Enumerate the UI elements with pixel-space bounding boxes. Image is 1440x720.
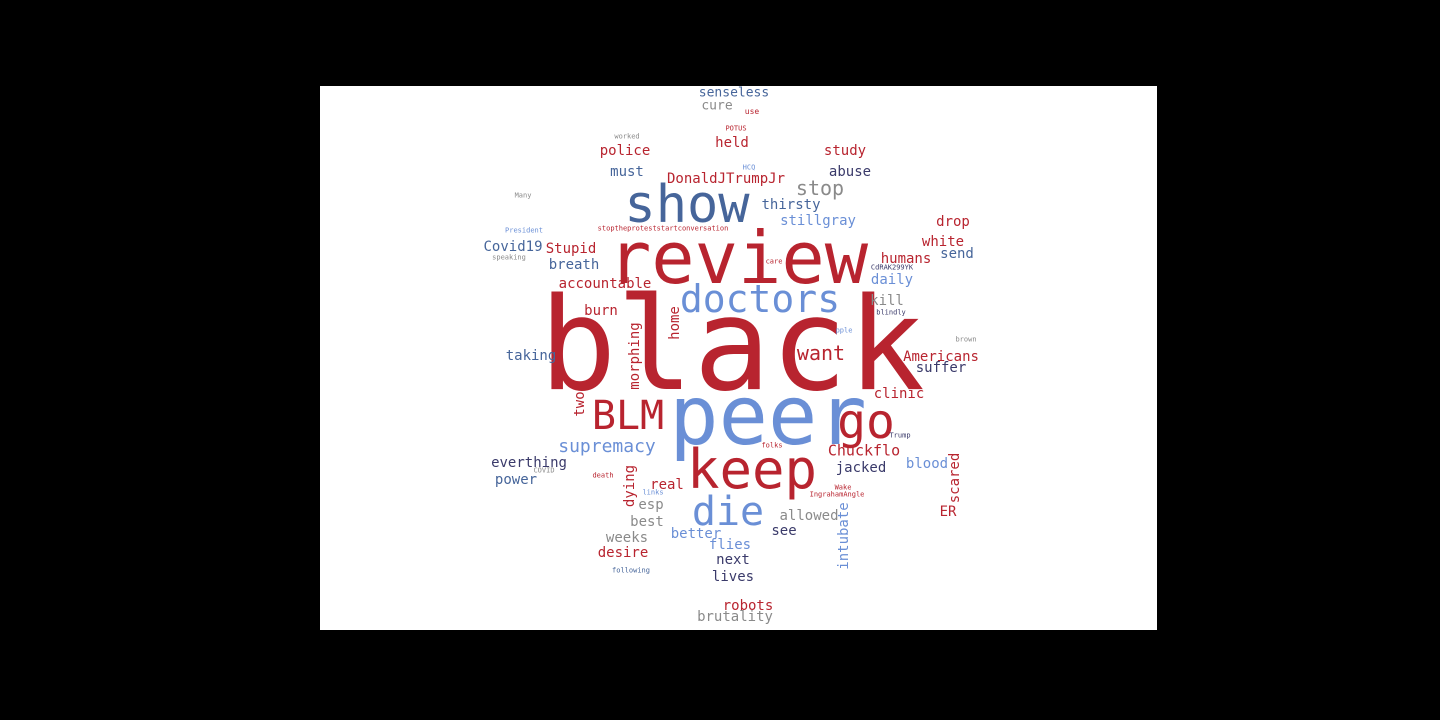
word-folks: folks — [761, 441, 783, 450]
word-DonaldJTrumpJr: DonaldJTrumpJr — [666, 171, 786, 187]
word-cloud: black peer review show keep doctors BLM … — [320, 86, 1157, 630]
word-white: white — [921, 234, 965, 250]
word-real: real — [650, 477, 684, 493]
word-use: use — [744, 107, 760, 116]
word-pple: pple — [835, 326, 853, 335]
word-Trump: Trump — [889, 431, 911, 440]
word-police: police — [599, 143, 651, 159]
word-next: next — [716, 552, 750, 568]
word-black: black — [539, 271, 925, 420]
word-breath: breath — [548, 257, 600, 273]
word-COVID: COVID — [533, 466, 555, 475]
word-intubate: intubate — [836, 502, 852, 570]
word-accountable: accountable — [558, 276, 652, 292]
word-lives: lives — [711, 569, 755, 585]
word-jacked: jacked — [835, 460, 887, 476]
word-burn: burn — [584, 303, 618, 319]
word-must: must — [610, 164, 644, 180]
word-supremacy: supremacy — [558, 436, 656, 457]
word-BLM: BLM — [591, 393, 665, 439]
word-dying: dying — [622, 464, 638, 508]
word-Wake: Wake — [834, 483, 852, 492]
word-POTUS: POTUS — [725, 124, 747, 133]
word-blood: blood — [905, 456, 949, 472]
word-blindly: blindly — [876, 308, 906, 317]
word-held: held — [715, 135, 749, 151]
word-brown: brown — [955, 335, 977, 344]
word-worked: worked — [614, 132, 640, 141]
word-go: go — [837, 394, 895, 450]
word-see: see — [771, 523, 797, 539]
word-esp: esp — [638, 497, 664, 513]
word-better: better — [670, 526, 722, 542]
word-HCQ: HCQ — [742, 163, 756, 172]
word-stillgray: stillgray — [780, 213, 856, 229]
word-want: want — [796, 341, 846, 365]
word-power: power — [494, 472, 538, 488]
word-keep: keep — [686, 438, 818, 501]
word-study: study — [823, 143, 867, 159]
word-show: show — [624, 175, 750, 235]
word-Covid19: Covid19 — [483, 239, 543, 255]
word-ER: ER — [939, 504, 957, 520]
word-thirsty: thirsty — [761, 197, 821, 213]
word-peer: peer — [669, 369, 867, 464]
word-home: home — [667, 306, 683, 340]
word-Americans: Americans — [903, 349, 979, 365]
word-die: die — [691, 489, 765, 535]
word-scared: scared — [947, 452, 963, 504]
word-allowed: allowed — [779, 508, 839, 524]
word-Stupid: Stupid — [545, 241, 597, 257]
word-abuse: abuse — [828, 164, 872, 180]
word-speaking: speaking — [492, 253, 526, 262]
word-Many: Many — [514, 191, 532, 200]
word-stop: stop — [795, 176, 845, 200]
word-flies: flies — [708, 537, 752, 553]
word-following: following — [612, 566, 650, 575]
word-death: death — [592, 471, 614, 480]
word-IngrahamAngle: IngrahamAngle — [809, 490, 865, 499]
word-daily: daily — [870, 272, 914, 288]
word-care: care — [765, 257, 783, 266]
word-stoptheproteststartconversation: stoptheproteststartconversation — [597, 224, 729, 233]
word-weeks: weeks — [605, 530, 649, 546]
word-send: send — [940, 246, 974, 262]
word-clinic: clinic — [873, 386, 925, 402]
word-desire: desire — [597, 545, 649, 561]
word-links: links — [642, 488, 664, 497]
word-humans: humans — [880, 251, 932, 267]
word-taking: taking — [505, 348, 557, 364]
word-President: President — [505, 226, 543, 235]
word-everthing: everthing — [491, 455, 567, 471]
word-CdRAK299YK: CdRAK299YK — [870, 263, 914, 272]
word-senseless: senseless — [698, 86, 770, 101]
word-best: best — [630, 514, 664, 530]
word-robots: robots — [722, 598, 774, 614]
word-cure: cure — [701, 98, 733, 114]
word-doctors: doctors — [679, 277, 841, 321]
word-suffer: suffer — [915, 360, 967, 376]
word-brutality: brutality — [697, 609, 773, 625]
word-kill: kill — [870, 293, 904, 309]
word-drop: drop — [936, 214, 970, 230]
word-two: two — [572, 391, 588, 417]
word-review: review — [607, 216, 869, 300]
word-morphing: morphing — [627, 322, 643, 390]
word-Chuckflo: Chuckflo — [827, 441, 901, 460]
